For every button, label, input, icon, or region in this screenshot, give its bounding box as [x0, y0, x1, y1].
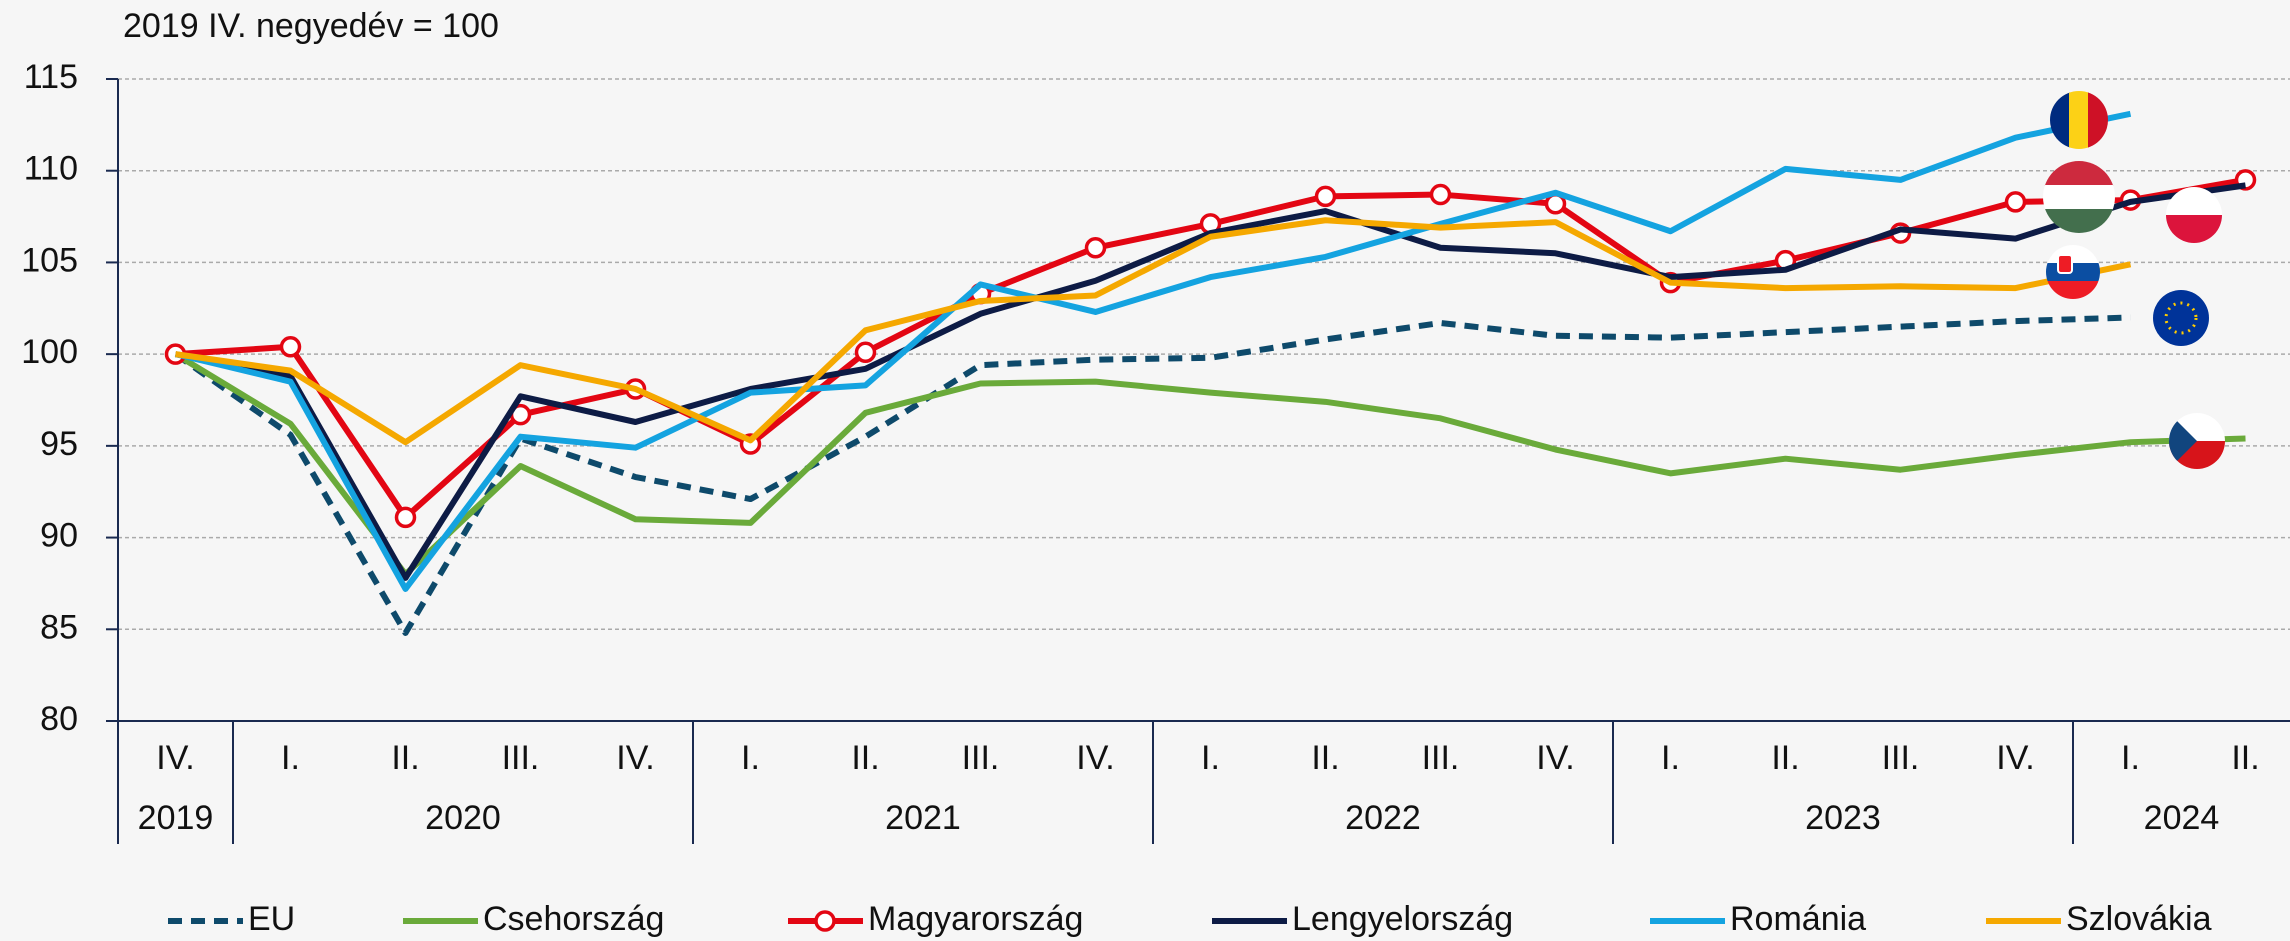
flag-hungary	[2043, 161, 2115, 234]
flag-romania	[2050, 91, 2108, 149]
year-label: 2021	[885, 799, 961, 837]
x-tick-label: III.	[962, 739, 1000, 777]
legend-label: Csehország	[483, 900, 664, 938]
x-tick-label: IV.	[1996, 739, 2034, 777]
x-tick-label: I.	[281, 739, 300, 777]
x-tick-label: IV.	[1536, 739, 1574, 777]
y-axis-label: 2019 IV. negyedév = 100	[123, 7, 499, 45]
x-tick-label: IV.	[156, 739, 194, 777]
x-tick-label: II.	[1771, 739, 1799, 777]
x-tick-label: III.	[1422, 739, 1460, 777]
x-tick-label: II.	[851, 739, 879, 777]
legend-label: EU	[248, 900, 295, 938]
point-marker	[2007, 193, 2025, 211]
x-tick-label: II.	[1311, 739, 1339, 777]
y-tick-label: 115	[24, 58, 78, 96]
flag-eu	[2153, 290, 2209, 346]
legend-label: Magyarország	[868, 900, 1083, 938]
flag-slovakia	[2046, 245, 2100, 299]
year-label: 2024	[2144, 799, 2220, 837]
series-line	[176, 185, 2246, 578]
point-marker	[282, 338, 300, 356]
y-tick-label: 105	[21, 241, 78, 279]
x-tick-label: I.	[2121, 739, 2140, 777]
point-marker	[397, 508, 415, 526]
year-label: 2019	[138, 799, 214, 837]
y-tick-label: 100	[21, 333, 78, 371]
legend-marker	[816, 912, 834, 930]
legend-label: Szlovákia	[2066, 900, 2212, 938]
x-tick-label: I.	[741, 739, 760, 777]
x-tick-label: I.	[1201, 739, 1220, 777]
y-tick-label: 90	[40, 517, 78, 555]
y-tick-label: 95	[40, 425, 78, 463]
chart: 2019 IV. negyedév = 100 80 85 90 95 100 105 11…	[0, 0, 2290, 941]
point-marker	[1432, 186, 1450, 204]
legend-label: Lengyelország	[1292, 900, 1513, 938]
x-tick-label: IV.	[616, 739, 654, 777]
x-tick-label: I.	[1661, 739, 1680, 777]
flags	[2043, 91, 2225, 469]
x-tick-label: II.	[391, 739, 419, 777]
x-tick-label: III.	[502, 739, 540, 777]
year-label: 2023	[1805, 799, 1881, 837]
point-marker	[1087, 239, 1105, 257]
flag-czech	[2169, 413, 2225, 469]
point-marker	[857, 343, 875, 361]
x-tick-label: III.	[1882, 739, 1920, 777]
y-tick-label: 85	[40, 608, 78, 646]
page: {"chart_data": {"type": "line", "y_label…	[0, 0, 2290, 941]
year-label: 2022	[1345, 799, 1421, 837]
y-tick-label: 80	[40, 700, 78, 738]
x-tick-label: IV.	[1076, 739, 1114, 777]
point-marker	[1317, 187, 1335, 205]
legend-label: Románia	[1730, 900, 1866, 938]
y-tick-label: 110	[24, 150, 78, 188]
flag-poland	[2166, 187, 2222, 243]
x-tick-label: II.	[2231, 739, 2259, 777]
year-label: 2020	[425, 799, 501, 837]
